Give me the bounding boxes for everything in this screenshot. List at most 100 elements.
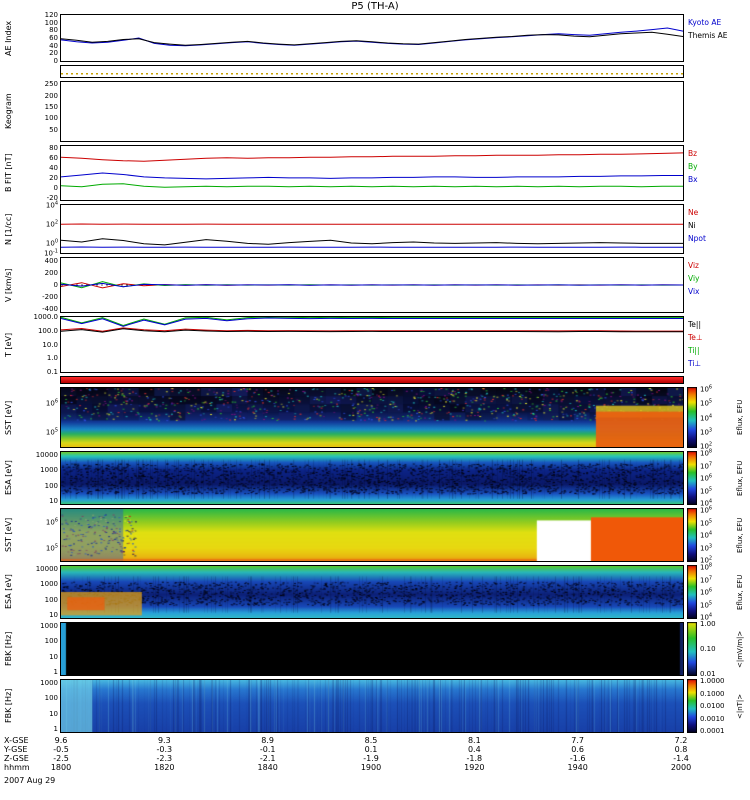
y-tick: 50 xyxy=(20,126,58,134)
line-plot xyxy=(61,146,683,200)
y-tick: 1.0 xyxy=(20,354,58,362)
colorbar-tick: 107 xyxy=(700,461,712,470)
axis-value: -2.5 xyxy=(53,754,69,763)
y-tick: 102 xyxy=(20,220,58,229)
spectrogram-canvas xyxy=(61,509,683,561)
spectrogram-canvas xyxy=(61,566,683,618)
colorbar-unit-label: <|mV/m|> xyxy=(733,622,747,676)
plot-area xyxy=(60,65,684,78)
plot-area xyxy=(60,387,684,448)
panel-esa2: ESA [eV] 10000 1000 100 10 108 107 106 105 104 Efl… xyxy=(0,565,750,619)
y-tick: 10.0 xyxy=(20,341,58,349)
y-tick: -200 xyxy=(20,293,58,301)
colorbar-tick: 106 xyxy=(700,587,712,596)
series-label: Te⊥ xyxy=(688,333,702,342)
plot-area xyxy=(60,257,684,313)
axis-value: 8.5 xyxy=(365,736,378,745)
axis-row-label: Y-GSE xyxy=(4,745,27,754)
colorbar xyxy=(687,622,697,676)
colorbar-tick: 105 xyxy=(700,600,712,609)
axis-value: 0.8 xyxy=(675,745,688,754)
series-label: Themis AE xyxy=(688,31,728,40)
colorbar-tick: 0.0010 xyxy=(700,715,725,723)
y-tick: 10 xyxy=(20,611,58,619)
colorbar-tick: 105 xyxy=(700,399,712,408)
y-tick: 10000 xyxy=(20,565,58,573)
panel-sst1: SST [eV] 106 105 106 105 104 103 102 Eflux, EFU xyxy=(0,387,750,448)
y-tick: 1 xyxy=(20,668,58,676)
y-tick: 60 xyxy=(20,154,58,162)
series-label: Te|| xyxy=(688,320,701,329)
colorbar-tick: 0.0001 xyxy=(700,727,725,735)
series-label: Npot xyxy=(688,234,706,243)
series-label: Ni xyxy=(688,221,696,230)
y-axis-label: Keogram xyxy=(2,81,16,142)
y-axis-label: ESA [eV] xyxy=(2,565,16,619)
y-tick: 106 xyxy=(20,517,58,526)
colorbar-tick: 105 xyxy=(700,486,712,495)
panel-stack: AE Index 120 100 80 60 40 20 0 Kyoto AE Themis AE… xyxy=(0,14,750,798)
colorbar-tick: 105 xyxy=(700,518,712,527)
plot-area xyxy=(60,14,684,62)
plot-area xyxy=(60,204,684,254)
axis-value: 1820 xyxy=(154,763,174,772)
series-label: Ti|| xyxy=(688,346,700,355)
y-tick: 150 xyxy=(20,103,58,111)
y-tick: 100 xyxy=(20,114,58,122)
y-tick: 105 xyxy=(20,428,58,437)
y-tick: 10000 xyxy=(20,451,58,459)
axis-value: 0.1 xyxy=(365,745,378,754)
axis-value: 1800 xyxy=(51,763,71,772)
plot-area xyxy=(60,451,684,505)
y-axis-label: ESA [eV] xyxy=(2,451,16,505)
line-plot xyxy=(61,317,683,372)
colorbar-tick: 107 xyxy=(700,575,712,584)
colorbar-tick: 0.1000 xyxy=(700,690,725,698)
panel-vel: V [km/s] 400 200 0 -200 -400 Viz Viy Vix xyxy=(0,257,750,313)
series-label: Bz xyxy=(688,149,697,158)
y-tick: 40 xyxy=(20,164,58,172)
y-axis-label: SST [eV] xyxy=(2,387,16,448)
plot-area xyxy=(60,81,684,142)
series-label: By xyxy=(688,162,698,171)
colorbar-tick: 104 xyxy=(700,530,712,539)
panel-fbk2: FBK [Hz] 1000 100 10 1 1.0000 0.1000 0.0100 0.00… xyxy=(0,679,750,733)
plot-area xyxy=(60,145,684,201)
plot-area xyxy=(60,316,684,373)
axis-value: 1900 xyxy=(361,763,381,772)
axis-value: -0.1 xyxy=(260,745,276,754)
axis-value: 2000 xyxy=(671,763,691,772)
y-tick: 400 xyxy=(20,257,58,265)
colorbar-tick: 0.10 xyxy=(700,645,716,653)
spectrogram-canvas xyxy=(61,623,683,675)
y-tick: 1 xyxy=(20,725,58,733)
colorbar-tick: 103 xyxy=(700,543,712,552)
axis-value: 1920 xyxy=(464,763,484,772)
plot-area xyxy=(60,508,684,562)
plot-area xyxy=(60,679,684,733)
axis-value: -0.5 xyxy=(53,745,69,754)
series-label: Vix xyxy=(688,287,700,296)
colorbar-tick: 106 xyxy=(700,473,712,482)
y-axis-label: AE Index xyxy=(2,14,16,62)
spectrogram-canvas xyxy=(61,388,683,447)
axis-value: 0.6 xyxy=(571,745,584,754)
axis-value: -1.4 xyxy=(673,754,689,763)
y-tick: 100 xyxy=(20,482,58,490)
colorbar-tick: 1.00 xyxy=(700,620,716,628)
y-tick: 100 xyxy=(20,637,58,645)
series-label: Ne xyxy=(688,208,698,217)
y-tick: 0 xyxy=(20,57,58,65)
colorbar-unit-label: Eflux, EFU xyxy=(733,508,747,562)
date-label: 2007 Aug 29 xyxy=(4,776,55,785)
y-tick: 200 xyxy=(20,269,58,277)
panel-keo: Keogram 250 200 150 100 50 xyxy=(0,81,750,142)
panel-bar xyxy=(0,376,750,384)
y-tick: -400 xyxy=(20,305,58,313)
line-plot xyxy=(61,15,683,61)
y-tick: 20 xyxy=(20,174,58,182)
series-label: Ti⊥ xyxy=(688,359,701,368)
y-tick: 100.0 xyxy=(20,327,58,335)
axis-value: 9.3 xyxy=(158,736,171,745)
colorbar-unit-label: Eflux, EFU xyxy=(733,565,747,619)
